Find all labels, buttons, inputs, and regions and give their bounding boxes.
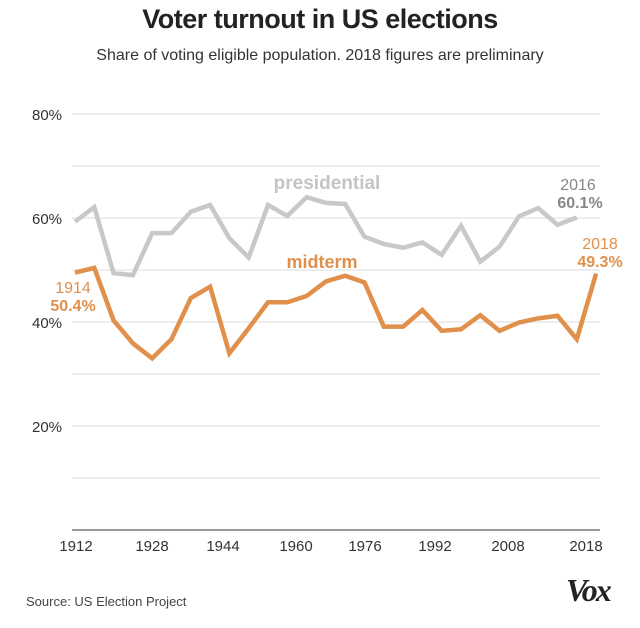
annotation-1914-year: 1914	[55, 280, 91, 297]
y-tick-label: 80%	[32, 107, 62, 124]
y-tick-label: 40%	[32, 315, 62, 332]
x-tick-label: 1912	[59, 538, 92, 555]
presidential-series-label: presidential	[274, 173, 381, 194]
x-tick-label: 1976	[348, 538, 381, 555]
annotation-2016-year: 2016	[560, 177, 596, 194]
chart-title: Voter turnout in US elections	[142, 4, 498, 34]
source-note: Source: US Election Project	[26, 594, 187, 609]
annotation-2018-year: 2018	[582, 236, 618, 253]
y-tick-label: 60%	[32, 211, 62, 228]
annotation-2018-value: 49.3%	[577, 254, 622, 271]
x-tick-label: 2008	[491, 538, 524, 555]
x-tick-label: 2018	[569, 538, 602, 555]
x-tick-label: 1944	[206, 538, 239, 555]
x-tick-label: 1992	[418, 538, 451, 555]
midterm-series-label: midterm	[286, 252, 357, 272]
chart-subtitle: Share of voting eligible population. 201…	[96, 47, 544, 64]
x-tick-label: 1928	[135, 538, 168, 555]
annotation-2016-value: 60.1%	[557, 195, 602, 212]
midterm-line	[74, 265, 599, 362]
x-tick-label: 1960	[279, 538, 312, 555]
vox-logo: Vox	[566, 572, 612, 608]
y-tick-label: 20%	[32, 419, 62, 436]
annotation-1914-value: 50.4%	[50, 298, 95, 315]
